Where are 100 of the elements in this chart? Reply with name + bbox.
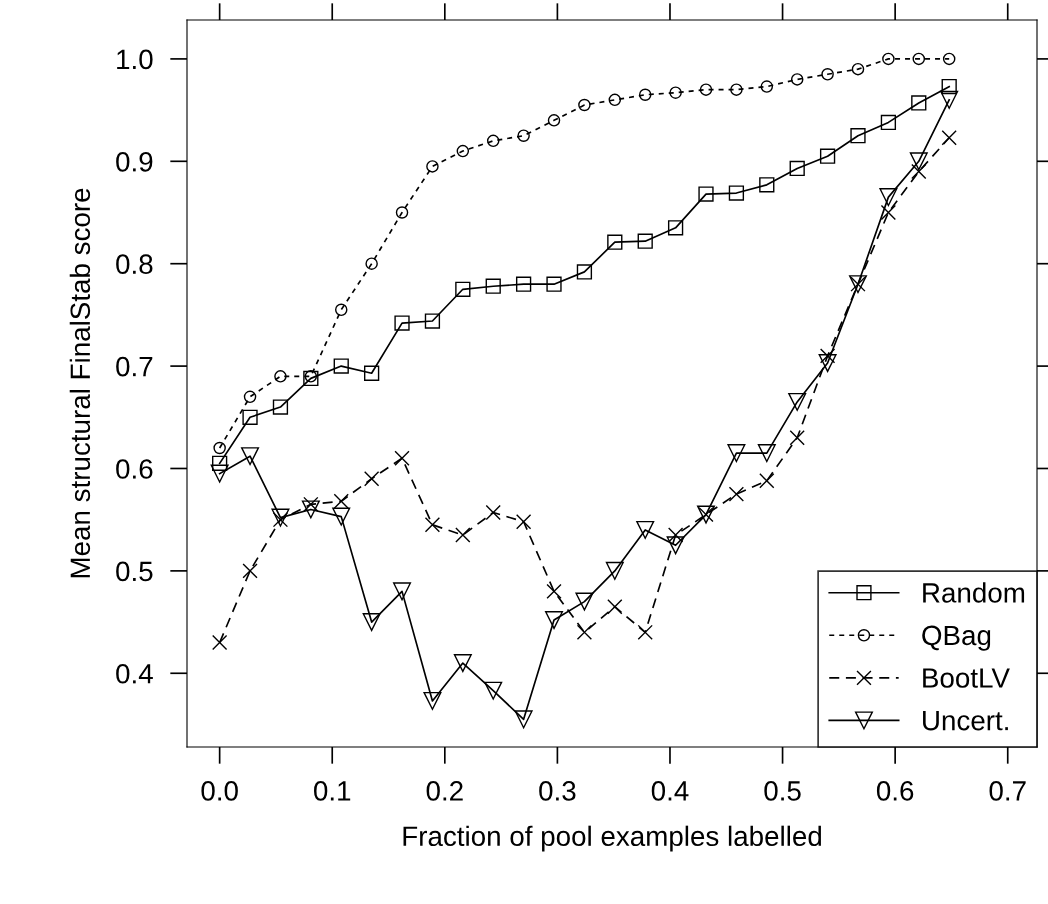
point <box>911 163 927 180</box>
point <box>241 447 260 466</box>
point <box>850 128 866 144</box>
point <box>607 234 623 250</box>
point <box>303 496 319 512</box>
point <box>301 500 320 519</box>
y-tick-label: 0.5 <box>116 561 153 582</box>
x-tick-label: 0.3 <box>539 781 576 801</box>
legend-label: QBag <box>922 625 991 651</box>
point <box>667 220 684 236</box>
point <box>790 73 804 86</box>
point <box>426 160 439 173</box>
y-tick-label: 0.6 <box>116 459 153 479</box>
point <box>304 370 318 383</box>
y-axis-title: Mean structural FinalStab score <box>69 188 91 578</box>
point <box>363 471 380 487</box>
point <box>605 561 624 580</box>
point <box>393 582 412 601</box>
point <box>424 313 441 329</box>
point <box>242 409 258 425</box>
legend-label: Uncert. <box>923 711 1008 731</box>
point <box>546 583 562 600</box>
point <box>424 517 441 533</box>
point <box>880 114 897 131</box>
x-tick-label: 0.1 <box>314 781 351 801</box>
legend-label: Random <box>923 582 1025 603</box>
x-tick-label: 0.7 <box>989 781 1026 801</box>
point <box>578 98 591 112</box>
point <box>544 611 564 630</box>
point <box>334 303 348 317</box>
point <box>912 52 926 66</box>
point <box>274 370 287 383</box>
point <box>272 399 289 415</box>
point <box>213 441 226 455</box>
x-axis-title: Fraction of pool examples labelled <box>403 825 821 852</box>
point <box>636 520 655 539</box>
point <box>757 444 776 463</box>
point <box>365 257 378 270</box>
point <box>666 536 685 555</box>
point <box>486 134 500 148</box>
x-tick-label: 0.5 <box>764 781 801 801</box>
point <box>941 130 957 146</box>
point <box>759 473 775 489</box>
point <box>789 160 805 177</box>
point <box>911 95 927 111</box>
point <box>484 681 503 700</box>
point <box>394 450 410 466</box>
point <box>212 455 228 472</box>
point <box>941 78 957 95</box>
point <box>819 348 836 364</box>
point <box>851 62 865 76</box>
point <box>942 52 956 66</box>
point <box>271 508 290 527</box>
point <box>819 148 836 164</box>
point <box>395 206 409 219</box>
point <box>517 129 530 142</box>
point <box>608 93 622 107</box>
point <box>546 276 562 292</box>
y-tick-label: 0.7 <box>116 356 153 377</box>
legend-label: BootLV <box>923 668 1010 688</box>
x-tick-label: 0.0 <box>201 781 238 801</box>
point <box>698 186 714 202</box>
point <box>455 527 471 543</box>
point <box>667 527 684 543</box>
point <box>882 52 895 66</box>
point <box>547 114 561 127</box>
point <box>638 88 652 101</box>
point <box>453 654 472 673</box>
point <box>423 691 442 710</box>
point <box>576 264 593 280</box>
point <box>759 177 775 193</box>
x-tick-label: 0.2 <box>426 781 463 801</box>
y-tick-label: 0.4 <box>116 663 153 684</box>
point <box>363 365 380 381</box>
point <box>637 233 653 249</box>
y-tick-label: 1.0 <box>117 49 153 70</box>
point <box>789 430 805 446</box>
point <box>730 83 743 96</box>
point <box>394 315 410 331</box>
point <box>514 710 533 729</box>
point <box>303 370 319 387</box>
point <box>575 592 594 611</box>
point <box>699 83 713 96</box>
point <box>243 390 257 404</box>
point <box>760 80 774 93</box>
point <box>455 281 471 297</box>
point <box>728 486 745 502</box>
y-tick-label: 0.9 <box>116 151 153 172</box>
point <box>728 185 745 201</box>
y-tick-label: 0.8 <box>116 254 153 275</box>
point <box>333 493 349 509</box>
point <box>607 599 623 615</box>
point <box>515 514 532 530</box>
x-tick-label: 0.6 <box>876 781 914 801</box>
point <box>788 392 807 411</box>
point <box>242 563 258 579</box>
point <box>456 144 470 158</box>
point <box>333 358 349 374</box>
point <box>637 624 653 640</box>
point <box>879 188 898 207</box>
